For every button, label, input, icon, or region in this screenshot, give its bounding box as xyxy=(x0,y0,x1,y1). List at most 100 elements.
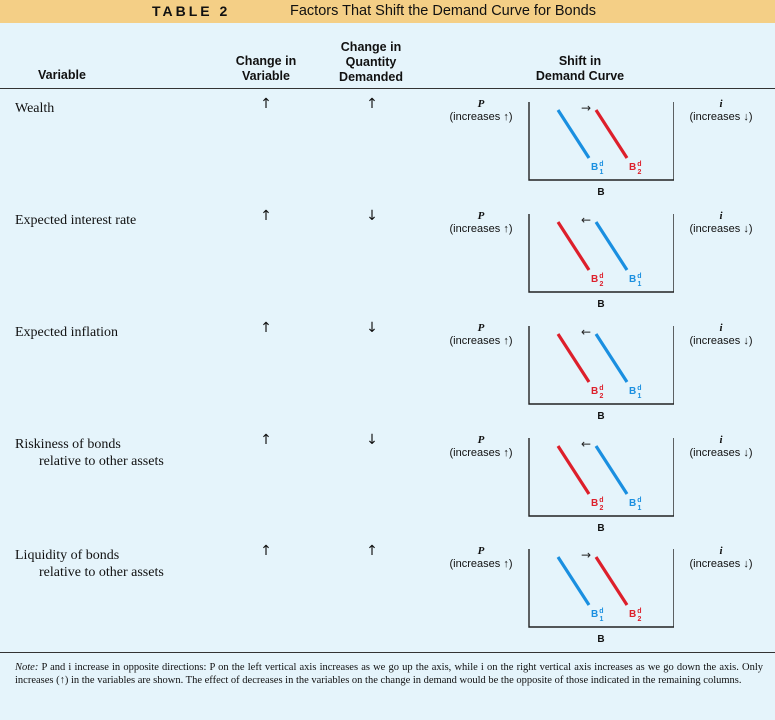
curve-label-b1: Bd 1 xyxy=(591,608,604,623)
curve-label-sub: 2 xyxy=(638,169,642,176)
curve-label-sup: d xyxy=(637,608,641,615)
interest-axis-text: (increases ↓) xyxy=(689,558,753,570)
demand-curve-b1 xyxy=(594,445,629,495)
quantity-axis-label: B xyxy=(597,187,604,198)
price-axis-symbol: P xyxy=(477,434,485,446)
bond-demand-plot: →Bd 1 Bd 2B xyxy=(528,548,674,645)
bond-demand-plot: ← Bd 1 Bd 2 B xyxy=(528,325,674,422)
variable-name: Expected inflation xyxy=(15,324,118,341)
price-axis-symbol: P xyxy=(477,98,485,110)
header-line: Change in xyxy=(340,40,402,54)
curve-label-sup: d xyxy=(637,273,641,280)
header-variable-text: Variable xyxy=(38,68,86,82)
shift-direction-arrow: ← xyxy=(581,437,591,451)
shift-direction-arrow: ← xyxy=(581,213,591,227)
price-axis-symbol: P xyxy=(477,210,485,222)
price-axis-text: (increases ↑) xyxy=(449,447,513,459)
change-quantity-arrow: ↓ xyxy=(366,432,378,448)
curve-label-sup: d xyxy=(599,608,603,615)
curve-label-sub: 1 xyxy=(638,505,642,512)
curve-label-b2: Bd 2 xyxy=(591,385,604,400)
bond-demand-plot: ←Bd 1Bd 2B xyxy=(528,437,674,534)
demand-curve-b1 xyxy=(556,109,591,159)
demand-shift-diagram: P (increases ↑) i (increases ↓) ← Bd 1 Bd 2 B xyxy=(428,322,768,422)
header-line: Change in xyxy=(235,54,297,68)
curve-label-sub: 2 xyxy=(600,281,604,288)
interest-axis-text: (increases ↓) xyxy=(689,447,753,459)
note-text: P and i increase in opposite directions:… xyxy=(15,662,764,686)
curve-label-base: B xyxy=(629,162,636,173)
curve-label-sub: 1 xyxy=(638,281,642,288)
shift-direction-arrow: → xyxy=(581,548,591,562)
quantity-axis-label: B xyxy=(597,299,604,310)
price-axis-text: (increases ↑) xyxy=(449,335,513,347)
shift-direction-arrow: ← xyxy=(581,325,591,339)
table-note: Note: P and i increase in opposite direc… xyxy=(15,662,763,687)
curve-label-base: B xyxy=(629,498,636,509)
header-line: Quantity xyxy=(345,55,397,69)
curve-label-base: B xyxy=(591,162,598,173)
variable-name: Wealth xyxy=(15,100,54,117)
curve-label-sub: 1 xyxy=(638,393,642,400)
interest-axis-label: i (increases ↓) xyxy=(674,210,768,236)
header-line: Shift in xyxy=(558,54,602,68)
variable-name-line: Liquidity of bonds xyxy=(15,548,120,563)
quantity-axis-label: B xyxy=(597,634,604,645)
interest-axis-label: i (increases ↓) xyxy=(674,322,768,348)
interest-axis-symbol: i xyxy=(719,434,723,446)
change-quantity-arrow: ↑ xyxy=(366,543,378,559)
curve-label-b2: Bd 2 xyxy=(629,608,642,623)
demand-curve-b2 xyxy=(594,109,629,159)
quantity-axis-label: B xyxy=(597,523,604,534)
curve-label-sub: 2 xyxy=(600,393,604,400)
interest-axis-text: (increases ↓) xyxy=(689,111,753,123)
variable-name-line: Riskiness of bonds xyxy=(15,437,121,452)
curve-label-base: B xyxy=(591,498,598,509)
price-axis-text: (increases ↑) xyxy=(449,558,513,570)
curve-label-sub: 1 xyxy=(600,616,604,623)
curve-label-sub: 1 xyxy=(600,169,604,176)
price-axis-label: P (increases ↑) xyxy=(434,322,528,348)
header-change-in-quantity: Change in Quantity Demanded xyxy=(322,40,420,85)
curve-label-sub: 2 xyxy=(638,616,642,623)
header-rule xyxy=(0,88,775,89)
demand-shift-diagram: P (increases ↑) i (increases ↓) ← Bd 1 Bd 2 B xyxy=(428,210,768,310)
curve-label-base: B xyxy=(629,609,636,620)
interest-axis-symbol: i xyxy=(719,210,723,222)
variable-name-line: Wealth xyxy=(15,101,55,116)
change-variable-arrow: ↑ xyxy=(260,320,272,336)
price-axis-label: P (increases ↑) xyxy=(434,98,528,124)
bond-demand-plot: →Bd 1 Bd 2B xyxy=(528,101,674,198)
shift-direction-arrow: → xyxy=(581,101,591,115)
plot-frame xyxy=(528,214,674,293)
price-axis-symbol: P xyxy=(477,545,485,557)
demand-curve-b2 xyxy=(556,445,591,495)
price-axis-text: (increases ↑) xyxy=(449,111,513,123)
change-variable-arrow: ↑ xyxy=(260,208,272,224)
change-variable-arrow: ↑ xyxy=(260,432,272,448)
table-title: Factors That Shift the Demand Curve for … xyxy=(290,3,596,19)
change-quantity-arrow: ↓ xyxy=(366,320,378,336)
variable-name-line: Expected interest rate xyxy=(15,213,137,228)
variable-name-line: relative to other assets xyxy=(39,565,164,580)
header-line: Demand Curve xyxy=(535,69,625,83)
plot-frame xyxy=(528,438,674,517)
change-quantity-arrow: ↓ xyxy=(366,208,378,224)
curve-label-b1: Bd 1 xyxy=(629,273,642,288)
header-variable: Variable xyxy=(38,68,86,83)
table-title-bar: TABLE 2 Factors That Shift the Demand Cu… xyxy=(0,0,775,23)
price-axis-symbol: P xyxy=(477,322,485,334)
interest-axis-text: (increases ↓) xyxy=(689,223,753,235)
variable-name-line: relative to other assets xyxy=(39,454,164,469)
curve-label-sub: 2 xyxy=(600,505,604,512)
interest-axis-symbol: i xyxy=(719,322,723,334)
header-shift-in-demand: Shift in Demand Curve xyxy=(520,54,640,84)
demand-shift-diagram: P (increases ↑) i (increases ↓) ← Bd 1 Bd 2 B xyxy=(428,434,768,534)
curve-label-b1: Bd 1 xyxy=(629,385,642,400)
quantity-axis-label: B xyxy=(597,411,604,422)
curve-label-sup: d xyxy=(599,273,603,280)
plot-frame xyxy=(528,102,674,181)
price-axis-label: P (increases ↑) xyxy=(434,210,528,236)
curve-label-sup: d xyxy=(599,385,603,392)
interest-axis-symbol: i xyxy=(719,98,723,110)
